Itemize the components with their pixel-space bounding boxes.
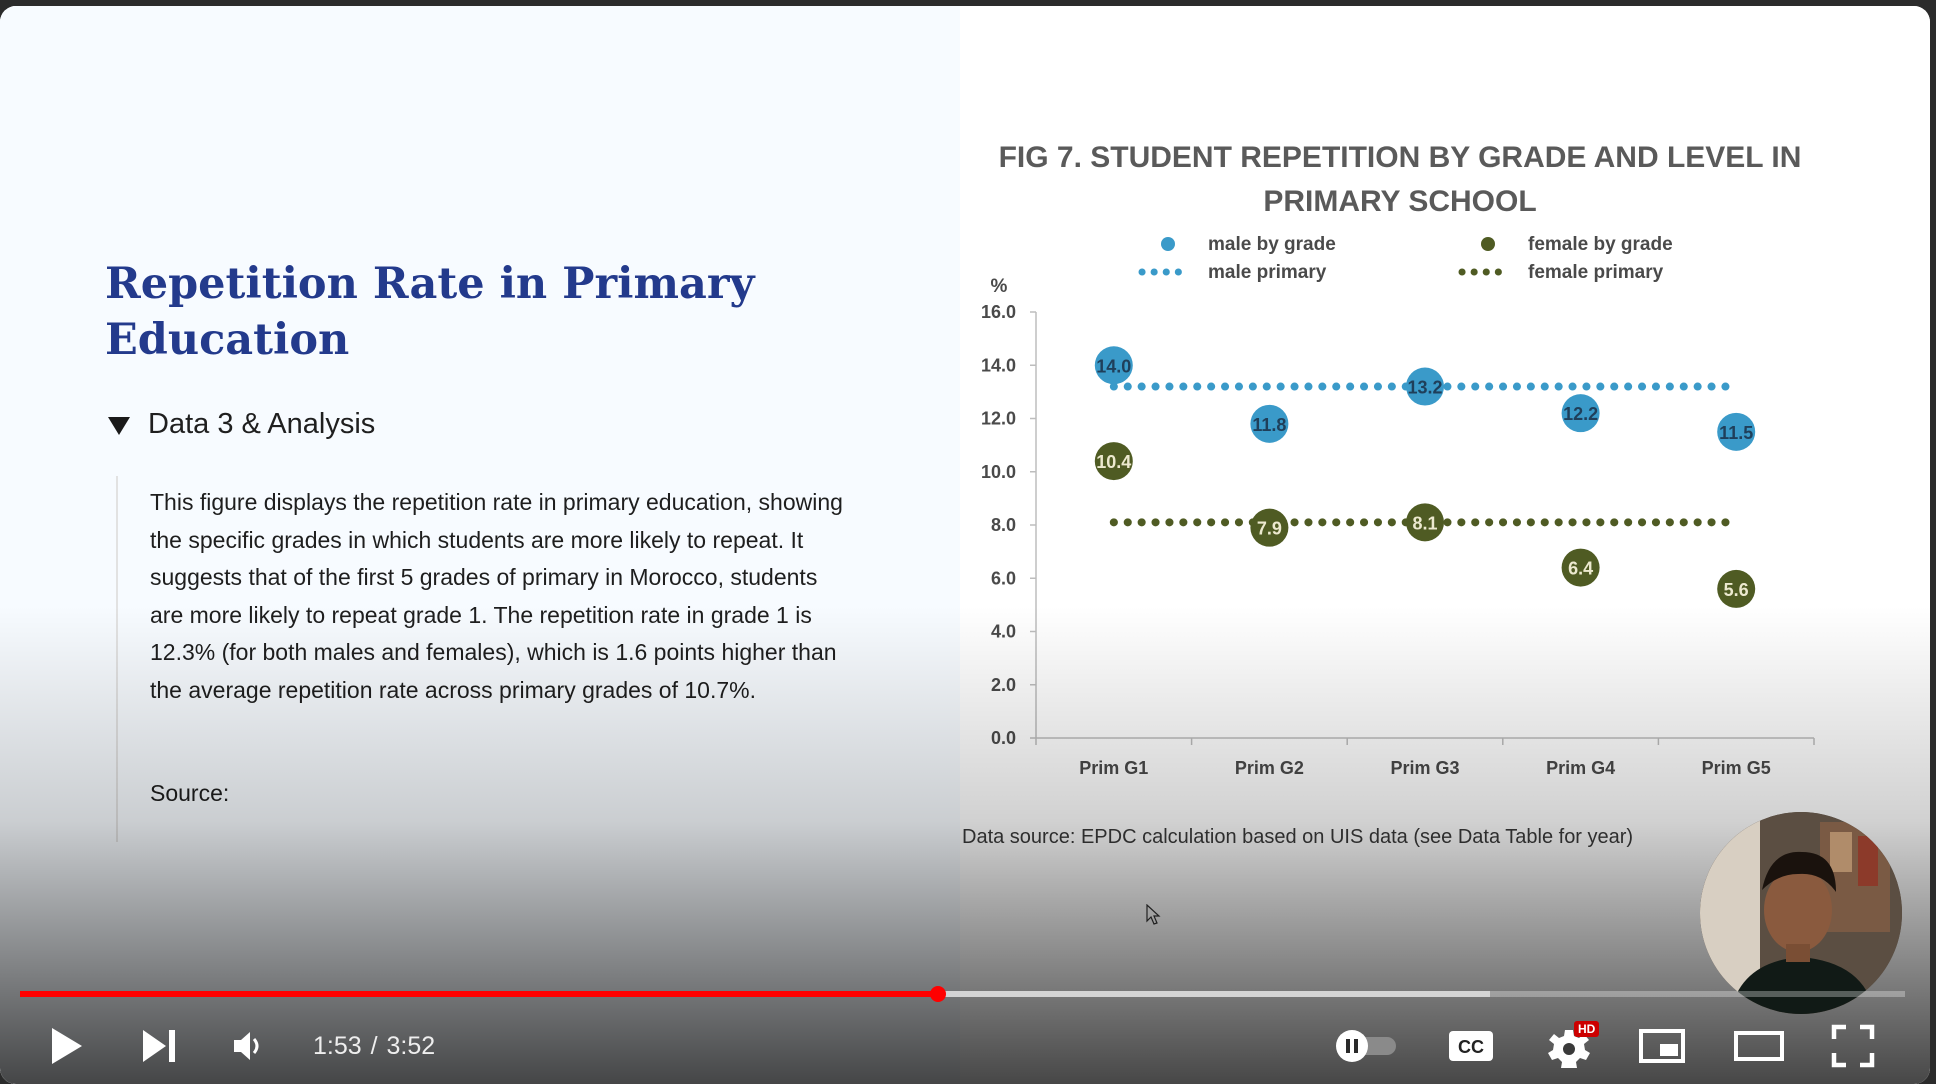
data-label: 5.6 xyxy=(1724,580,1749,600)
y-tick-label: 2.0 xyxy=(991,675,1016,695)
time-current: 1:53 xyxy=(313,1032,362,1060)
y-tick-label: 16.0 xyxy=(981,302,1016,322)
data-label: 12.2 xyxy=(1563,404,1598,424)
chart-title: FIG 7. STUDENT REPETITION BY GRADE AND L… xyxy=(998,141,1802,218)
miniplayer-button[interactable] xyxy=(1636,1019,1688,1073)
slide-title: Repetition Rate in Primary Education xyxy=(105,259,755,365)
theater-mode-button[interactable] xyxy=(1732,1019,1786,1073)
presenter-image xyxy=(1700,812,1902,1014)
repetition-chart: 0.0 2.0 4.0 6.0 8.0 10.0 12.0 14.0 16.0% Prim G1 P… xyxy=(981,234,1815,778)
data-point xyxy=(1406,367,1444,406)
y-tick-label: 6.0 xyxy=(991,568,1016,588)
data-point xyxy=(1094,346,1133,385)
data-label: 10.4 xyxy=(1096,452,1131,472)
data-point xyxy=(1094,442,1133,481)
volume-icon xyxy=(234,1032,259,1060)
legend-label: female primary xyxy=(1528,262,1664,283)
webcam-overlay xyxy=(1700,812,1902,1014)
data-point xyxy=(1717,569,1756,608)
mute-button[interactable] xyxy=(228,1019,268,1073)
time-display: 1:53 / 3:52 xyxy=(313,1032,435,1061)
captions-button[interactable]: CC xyxy=(1446,1019,1496,1073)
next-button[interactable] xyxy=(136,1019,182,1073)
data-point xyxy=(1406,503,1444,542)
play-button[interactable] xyxy=(44,1019,88,1073)
progress-played xyxy=(20,991,938,997)
data-label: 11.8 xyxy=(1252,415,1286,435)
x-tick-label: Prim G5 xyxy=(1702,758,1771,778)
autoplay-toggle-icon xyxy=(1336,1030,1396,1062)
data-point xyxy=(1250,404,1289,443)
hd-badge: HD xyxy=(1574,1021,1600,1037)
play-icon xyxy=(52,1028,82,1064)
miniplayer-icon xyxy=(1639,1029,1685,1063)
data-label: 11.5 xyxy=(1719,423,1753,443)
progress-scrubber[interactable] xyxy=(929,986,946,1002)
time-total: 3:52 xyxy=(386,1032,436,1060)
legend-marker xyxy=(1161,237,1175,251)
x-tick-label: Prim G1 xyxy=(1079,758,1148,778)
triangle-down-icon xyxy=(108,416,130,435)
data-point xyxy=(1561,394,1600,433)
legend-label: female by grade xyxy=(1528,234,1673,255)
description-text: This figure displays the repetition rate… xyxy=(150,489,843,703)
x-tick-label: Prim G4 xyxy=(1546,758,1615,778)
autoplay-toggle[interactable] xyxy=(1330,1019,1402,1073)
y-tick-label: 8.0 xyxy=(991,515,1016,535)
legend-label: male primary xyxy=(1208,262,1327,283)
progress-bar[interactable] xyxy=(20,986,1905,1002)
settings-button[interactable]: HD xyxy=(1544,1019,1600,1073)
data-label: 6.4 xyxy=(1568,559,1593,579)
data-label: 13.2 xyxy=(1407,378,1442,398)
description-divider xyxy=(116,476,118,842)
x-tick-label: Prim G2 xyxy=(1235,758,1304,778)
section-header: Data 3 & Analysis xyxy=(108,408,375,441)
data-point xyxy=(1561,548,1600,587)
data-label: 7.9 xyxy=(1257,519,1282,539)
next-icon xyxy=(143,1030,175,1062)
legend-label: male by grade xyxy=(1208,234,1336,255)
y-tick-label: 4.0 xyxy=(991,622,1016,642)
mouse-cursor-icon xyxy=(1146,904,1161,925)
legend-marker xyxy=(1481,237,1495,251)
theater-icon xyxy=(1734,1031,1784,1061)
section-label: Data 3 & Analysis xyxy=(148,408,376,440)
data-point xyxy=(1250,508,1289,547)
settings-icon xyxy=(1548,1030,1590,1068)
fullscreen-button[interactable] xyxy=(1830,1019,1876,1073)
data-label: 14.0 xyxy=(1096,356,1131,376)
data-label: 8.1 xyxy=(1412,513,1437,533)
y-tick-label: 10.0 xyxy=(981,462,1016,482)
time-separator: / xyxy=(370,1032,378,1060)
y-tick-label: 12.0 xyxy=(981,409,1016,429)
y-axis-label: % xyxy=(991,276,1008,297)
captions-icon: CC xyxy=(1449,1031,1493,1061)
video-player[interactable]: Repetition Rate in Primary Education Dat… xyxy=(0,6,1930,1084)
video-frame[interactable]: Repetition Rate in Primary Education Dat… xyxy=(0,6,1930,1084)
fullscreen-icon xyxy=(1831,1024,1875,1068)
y-tick-label: 14.0 xyxy=(981,355,1016,375)
source-label: Source: xyxy=(150,780,230,806)
x-tick-label: Prim G3 xyxy=(1390,758,1459,778)
data-point xyxy=(1717,412,1756,451)
chart-source: Data source: EPDC calculation based on U… xyxy=(962,826,1634,848)
svg-text:CC: CC xyxy=(1458,1037,1484,1057)
y-tick-label: 0.0 xyxy=(991,728,1016,748)
